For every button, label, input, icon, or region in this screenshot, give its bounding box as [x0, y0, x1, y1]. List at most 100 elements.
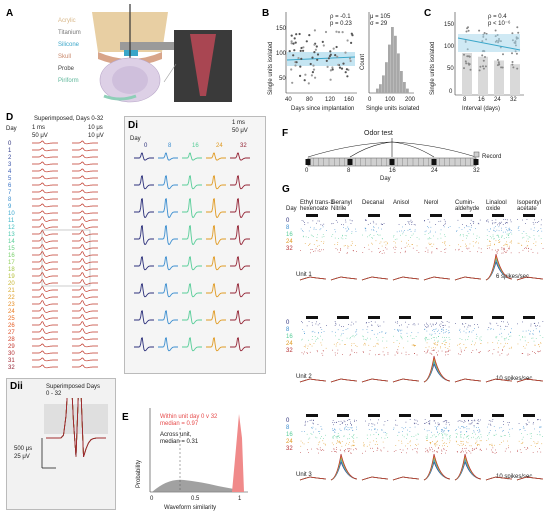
g-raster-dot	[413, 436, 415, 437]
zoom-line	[163, 63, 177, 83]
g-raster-dot	[407, 443, 409, 444]
g-raster-dot	[491, 451, 493, 453]
g-raster-dot	[478, 223, 480, 225]
g-raster-dot	[397, 321, 398, 323]
g-raster-dot	[498, 240, 499, 241]
g-raster-dot	[346, 230, 348, 232]
b-scatter-point	[337, 63, 340, 66]
g-day-label: 0	[286, 418, 290, 424]
g-raster-dot	[527, 447, 528, 448]
g-raster-dot	[335, 220, 337, 221]
g-raster-dot	[465, 447, 467, 449]
g-raster-dot	[378, 354, 379, 355]
g-raster-dot	[491, 443, 493, 445]
g-raster-dot	[491, 220, 493, 221]
g-raster-dot	[315, 436, 316, 438]
g-raster-dot	[365, 220, 366, 221]
g-raster-dot	[340, 248, 341, 249]
g-raster-dot	[424, 419, 426, 420]
d-waveform-left	[32, 258, 58, 264]
g-raster-dot	[486, 221, 488, 222]
g-raster-dot	[427, 251, 429, 253]
g-raster-dot	[321, 352, 323, 354]
g-raster-dot	[460, 234, 461, 235]
g-raster-dot	[313, 236, 314, 237]
b-scatter-point	[310, 74, 313, 77]
g-raster-dot	[432, 441, 433, 442]
g-raster-dot	[537, 231, 538, 232]
g-raster-dot	[374, 428, 376, 430]
g-raster-dot	[524, 340, 526, 342]
g-raster-dot	[367, 224, 369, 225]
c-point	[511, 52, 513, 55]
g-raster-dot	[458, 344, 460, 345]
d-waveform-right	[72, 293, 98, 299]
g-raster-dot	[465, 450, 467, 452]
g-raster-dot	[519, 339, 521, 341]
b-hist-xtick-0: 0	[368, 97, 372, 103]
g-raster-dot	[334, 244, 336, 245]
g-raster-dot	[509, 428, 511, 430]
g-raster-dot	[362, 452, 363, 454]
g-raster-dot	[373, 222, 375, 224]
d-waveform-left	[32, 168, 58, 173]
g-raster-dot	[442, 336, 443, 338]
g-raster-dot	[467, 339, 469, 340]
g-raster-dot	[386, 248, 388, 250]
g-raster-dot	[314, 336, 316, 337]
g-raster-dot	[425, 340, 427, 342]
g-raster-dot	[476, 238, 477, 239]
g-raster-dot	[317, 338, 319, 340]
g-raster-dot	[501, 227, 502, 229]
g-raster-dot	[490, 228, 491, 230]
g-raster-dot	[307, 449, 308, 451]
g-raster-dot	[302, 338, 303, 340]
g-raster-dot	[313, 251, 314, 252]
g-raster-dot	[383, 223, 385, 224]
g-raster-dot	[478, 444, 479, 445]
g-raster-dot	[373, 451, 374, 452]
g-raster-dot	[536, 434, 538, 435]
b-scatter-point	[335, 45, 338, 49]
panel-label-dii: Dii	[10, 381, 23, 392]
g-raster-dot	[540, 426, 542, 428]
g-raster-dot	[499, 333, 501, 335]
g-raster-dot	[414, 448, 416, 449]
d-waveform-right	[72, 182, 98, 187]
g-raster-dot	[340, 420, 342, 422]
g-raster-dot	[320, 228, 322, 230]
g-psth-line	[330, 276, 358, 281]
c-fit-line	[457, 37, 521, 51]
g-raster-dot	[321, 329, 323, 330]
g-raster-dot	[316, 437, 318, 439]
g-raster-dot	[343, 420, 345, 422]
g-raster-dot	[477, 445, 478, 446]
g-unit-name: Unit 2	[296, 374, 312, 380]
g-raster-dot	[371, 324, 373, 326]
g-raster-dot	[333, 448, 335, 450]
b-scatter-point	[299, 74, 302, 77]
g-raster-dot	[465, 243, 466, 245]
d-day-label: 18	[8, 267, 15, 273]
g-raster-dot	[331, 235, 333, 237]
g-raster-dot	[518, 226, 520, 227]
g-raster-dot	[500, 325, 501, 327]
g-raster-dot	[463, 451, 464, 453]
f-test-marker	[431, 159, 437, 165]
g-raster-dot	[393, 451, 395, 452]
g-raster-dot	[448, 422, 450, 423]
g-raster-dot	[383, 252, 385, 254]
b-scatter-point	[324, 30, 328, 34]
b-scatter-point	[321, 40, 324, 43]
g-raster-dot	[502, 430, 503, 432]
g-raster-dot	[438, 336, 439, 337]
g-raster-dot	[334, 229, 336, 230]
g-day-label: 32	[286, 348, 293, 354]
g-raster-dot	[317, 220, 319, 222]
g-raster-dot	[311, 427, 312, 428]
g-raster-dot	[363, 336, 364, 338]
g-raster-dot	[524, 447, 526, 448]
g-raster-dot	[426, 324, 428, 325]
g-raster-dot	[356, 352, 358, 354]
g-raster-dot	[433, 434, 435, 436]
